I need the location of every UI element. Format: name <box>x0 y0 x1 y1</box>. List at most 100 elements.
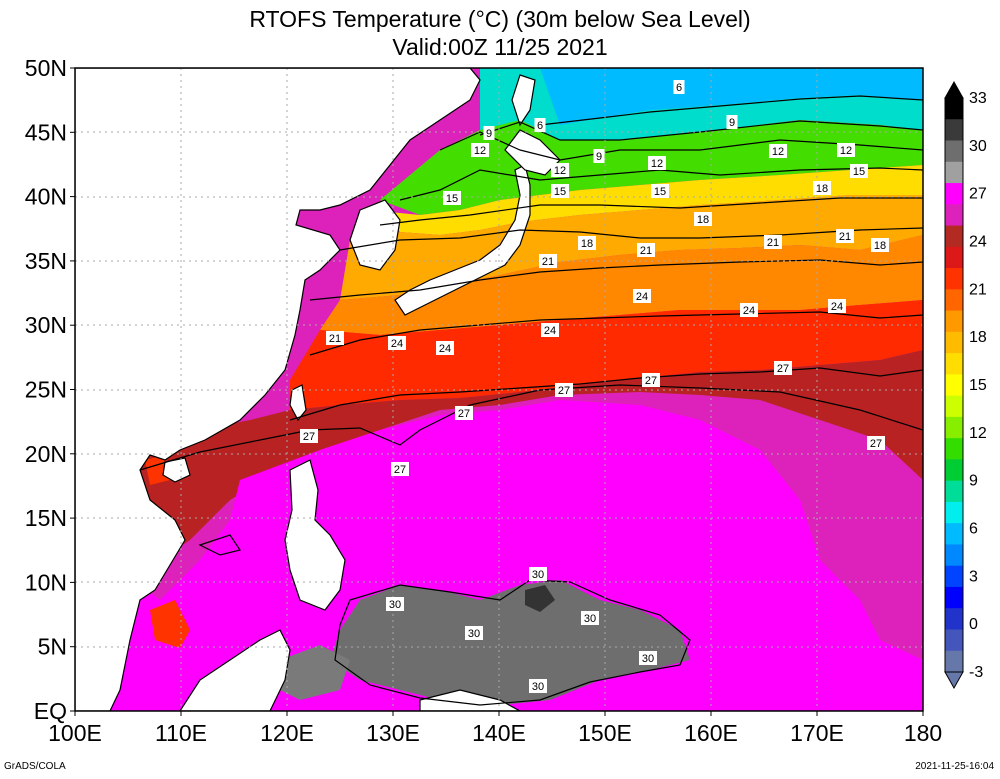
contour-label: 21 <box>767 237 779 249</box>
x-tick-label: 120E <box>260 720 314 746</box>
contour-label: 15 <box>554 186 566 198</box>
contour-label-bg <box>648 156 666 170</box>
y-tick-label: 15N <box>25 505 67 531</box>
colorbar-segment <box>945 650 963 673</box>
y-tick-label: EQ <box>34 698 67 724</box>
contour-label-bg <box>386 597 404 611</box>
contour-label-bg <box>593 149 605 163</box>
contour-label: 27 <box>458 408 470 420</box>
colorbar-segment <box>945 480 963 503</box>
contour-label-bg <box>529 679 547 693</box>
contour-label: 21 <box>329 333 341 345</box>
contour-label: 18 <box>581 238 593 250</box>
colorbar-segment <box>945 225 963 248</box>
contour-label-bg <box>740 303 758 317</box>
y-tick-label: 50N <box>25 55 67 81</box>
x-tick-label: 140E <box>472 720 526 746</box>
contour-label: 27 <box>394 464 406 476</box>
x-tick-label: 100E <box>48 720 102 746</box>
contour-label: 27 <box>558 385 570 397</box>
contour-label-bg <box>673 80 685 94</box>
contour-label: 15 <box>654 186 666 198</box>
contour-label: 18 <box>697 214 709 226</box>
contour-label: 27 <box>645 375 657 387</box>
contour-label-bg <box>639 651 657 665</box>
contour-label-bg <box>726 115 738 129</box>
contour-label: 12 <box>474 145 486 157</box>
contour-label-bg <box>326 331 344 345</box>
colorbar-label: 24 <box>969 234 987 251</box>
colorbar-segment <box>945 395 963 418</box>
y-tick-label: 35N <box>25 248 67 274</box>
contour-label: 12 <box>651 158 663 170</box>
colorbar-segment <box>945 331 963 354</box>
colorbar-segment <box>945 629 963 652</box>
contour-label: 15 <box>853 166 865 178</box>
colorbar-label: 27 <box>969 186 987 203</box>
valid-time-subtitle: Valid:00Z 11/25 2021 <box>392 34 608 60</box>
x-tick-label: 170E <box>790 720 844 746</box>
colorbar-label: 12 <box>969 425 987 442</box>
footer-credit: GrADS/COLA <box>4 761 66 772</box>
colorbar-segment <box>945 501 963 524</box>
contour-label-bg <box>551 184 569 198</box>
footer-timestamp: 2021-11-25-16:04 <box>915 761 994 772</box>
y-tick-label: 30N <box>25 312 67 338</box>
y-tick-label: 10N <box>25 569 67 595</box>
x-tick-label: 110E <box>155 720 207 746</box>
contour-label: 30 <box>532 569 544 581</box>
contour-label-bg <box>637 243 655 257</box>
contour-label-bg <box>443 191 461 205</box>
colorbar-segment <box>945 119 963 142</box>
colorbar-segment <box>945 183 963 205</box>
contour-label: 9 <box>729 117 735 129</box>
contour-label-bg <box>764 235 782 249</box>
contour-label: 12 <box>772 146 784 158</box>
colorbar-segment <box>945 523 963 545</box>
contour-label: 24 <box>544 325 556 337</box>
map-title: RTOFS Temperature (°C) (30m below Sea Le… <box>249 6 751 32</box>
contour-label-bg <box>541 323 559 337</box>
contour-label: 30 <box>584 613 596 625</box>
contour-label-bg <box>813 181 831 195</box>
contour-label: 27 <box>777 363 789 375</box>
colorbar-label: 6 <box>969 521 978 538</box>
contour-label: 21 <box>640 245 652 257</box>
contour-lines <box>139 95 923 706</box>
y-tick-label: 45N <box>25 119 67 145</box>
colorbar-segment <box>945 544 963 567</box>
contour-label-bg <box>867 436 885 450</box>
contour-label: 27 <box>870 438 882 450</box>
contour-label-bg <box>436 341 454 355</box>
colorbar-label: -3 <box>969 664 983 681</box>
colorbar-segment <box>945 353 963 375</box>
colorbar-segment <box>945 459 963 482</box>
contour-label: 24 <box>831 301 843 313</box>
contour-label: 30 <box>532 681 544 693</box>
colorbar-segment <box>945 268 963 290</box>
contour-label-bg <box>871 238 889 252</box>
contour-label: 30 <box>389 599 401 611</box>
y-tick-label: 25N <box>25 377 67 403</box>
contour-label: 18 <box>816 183 828 195</box>
colorbar-label: 15 <box>969 377 987 394</box>
y-tick-label: 20N <box>25 441 67 467</box>
x-tick-label: 150E <box>578 720 632 746</box>
contour-label-bg <box>837 143 855 157</box>
colorbar-frame <box>944 97 964 673</box>
contour-label: 9 <box>486 128 492 140</box>
colorbar-segment <box>945 565 963 588</box>
contour-label-bg <box>836 229 854 243</box>
contour-label-bg <box>694 212 712 226</box>
contour-label-bg <box>483 126 495 140</box>
colorbar-segment <box>945 140 963 163</box>
contour-label: 21 <box>839 231 851 243</box>
land <box>75 68 561 711</box>
colorbar-segment <box>945 204 963 227</box>
contour-label: 30 <box>468 628 480 640</box>
contour-label-bg <box>551 163 569 177</box>
contour-label: 12 <box>554 165 566 177</box>
contour-label-bg <box>633 289 651 303</box>
